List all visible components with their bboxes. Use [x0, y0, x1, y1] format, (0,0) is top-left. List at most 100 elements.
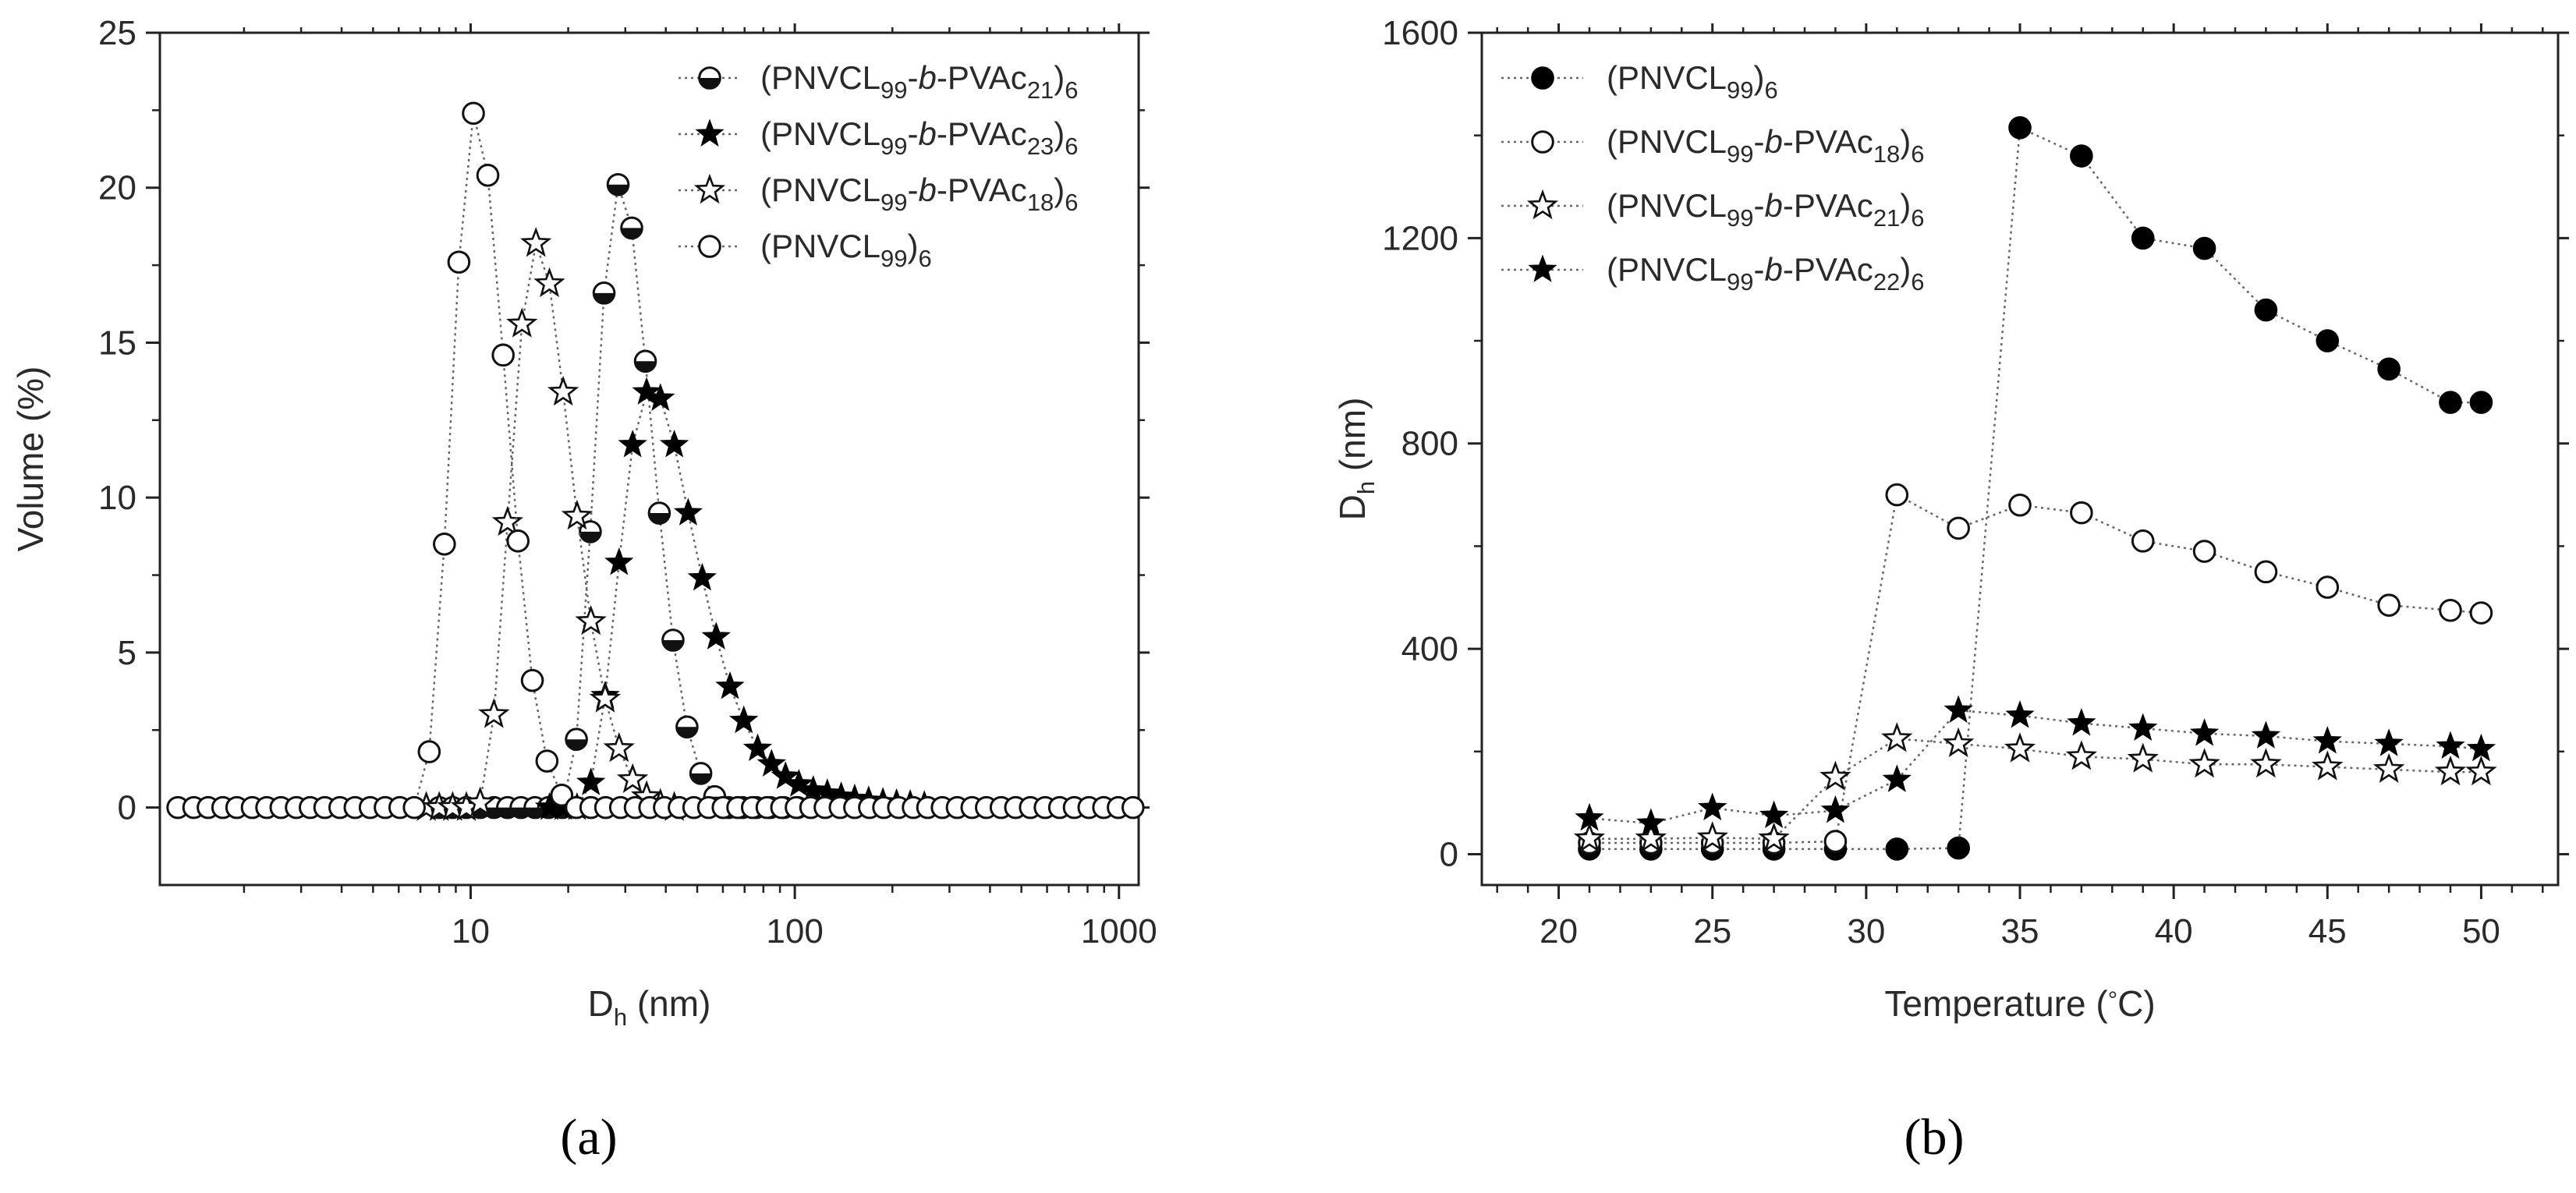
marker-open-star: [2188, 748, 2220, 778]
text-run: 99: [1727, 204, 1753, 232]
marker-filled-star: [742, 733, 773, 762]
marker-filled-star: [576, 767, 606, 795]
series-0: [1578, 116, 2493, 861]
series-line: [178, 113, 1133, 809]
x-tick-label: 30: [1847, 912, 1885, 951]
marker-open-star: [464, 786, 496, 816]
text-run: 6: [1911, 268, 1924, 296]
y-tick-label: 1600: [1382, 14, 1458, 52]
marker-filled-star: [1528, 254, 1557, 282]
marker-half-circle-fill: [621, 228, 643, 239]
marker-filled-star: [1759, 800, 1789, 829]
legend-entry: (PNVCL99-b-PVAc18)6: [1607, 123, 1925, 168]
chart-panel-0: 10 100 1000 0 5 10 15 20 25 Dh (nm) Volume (%) (PNV…: [10, 14, 1157, 1166]
text-run: 99: [1727, 268, 1753, 296]
text-run: b: [919, 115, 937, 152]
marker-filled-star: [618, 429, 647, 458]
text-run: 99: [881, 189, 907, 216]
text-run: 6: [919, 245, 932, 272]
marker-open-circle: [491, 343, 515, 367]
series-line: [426, 242, 675, 809]
marker-filled-star: [1698, 792, 1727, 821]
marker-open-star: [2004, 732, 2036, 763]
text-run: ): [1900, 123, 1911, 160]
marker-filled-circle: [1531, 66, 1554, 90]
x-tick-label: 45: [2308, 912, 2347, 951]
marker-open-circle: [550, 783, 574, 807]
text-run: -PVAc: [1783, 123, 1873, 160]
marker-open-star: [1819, 760, 1851, 791]
marker-open-star: [2372, 752, 2405, 784]
text-run: -: [908, 115, 919, 152]
text-run: 18: [1873, 140, 1900, 168]
x-axis-label: Temperature (°C): [1884, 983, 2155, 1024]
marker-filled-star: [2005, 700, 2035, 728]
marker-filled-star: [695, 119, 725, 147]
legend-entry: (PNVCL99-b-PVAc22)6: [1607, 251, 1925, 296]
series-2: [1573, 722, 2497, 852]
marker-open-circle: [447, 250, 471, 274]
marker-open-star: [2312, 750, 2344, 781]
marker-open-circle: [1947, 516, 1970, 540]
legend-entry: (PNVCL99-b-PVAc21)6: [760, 59, 1079, 104]
marker-open-star: [519, 227, 552, 257]
x-tick-label: 25: [1693, 912, 1731, 951]
text-run: (nm): [1332, 398, 1373, 481]
marker-half-circle-fill: [676, 727, 698, 738]
legend: (PNVCL99)6(PNVCL99-b-PVAc18)6(PNVCL99-b-…: [1501, 59, 1925, 296]
text-run: -PVAc: [937, 59, 1027, 96]
text-run: b: [1765, 187, 1783, 224]
series-3: [1575, 695, 2496, 836]
y-axis-label: Volume (%): [10, 366, 51, 552]
marker-half-circle-fill: [579, 531, 601, 543]
marker-filled-star: [2466, 733, 2496, 762]
legend: (PNVCL99-b-PVAc21)6(PNVCL99-b-PVAc23)6(P…: [679, 59, 1079, 272]
marker-open-circle: [2439, 598, 2462, 622]
text-run: (PNVCL: [1607, 59, 1727, 96]
x-axis-label: Dh (nm): [588, 983, 711, 1031]
text-run: b: [1765, 251, 1783, 288]
text-run: -: [908, 59, 919, 96]
marker-open-circle: [698, 235, 721, 258]
marker-half-circle-fill: [635, 361, 656, 372]
text-run: 21: [1027, 76, 1054, 104]
marker-filled-star: [2436, 731, 2465, 759]
marker-filled-circle: [2008, 116, 2032, 140]
legend-entry: (PNVCL99)6: [760, 228, 932, 272]
text-run: 21: [1873, 204, 1900, 232]
marker-open-star: [1573, 822, 1606, 852]
marker-open-star: [1758, 822, 1790, 852]
x-tick-label: 10: [452, 912, 490, 951]
text-run: 6: [1911, 140, 1924, 168]
marker-open-circle: [2192, 540, 2216, 563]
marker-filled-circle: [2070, 144, 2093, 168]
text-run: (PNVCL: [760, 115, 881, 152]
series-line: [1589, 126, 2482, 851]
text-run: 23: [1027, 133, 1054, 160]
text-run: -PVAc: [937, 172, 1027, 208]
marker-filled-star: [632, 377, 661, 405]
text-run: 6: [1765, 76, 1778, 104]
text-run: -: [1754, 187, 1765, 224]
marker-filled-star: [1882, 764, 1912, 792]
marker-filled-circle: [2131, 226, 2155, 250]
text-run: C): [2117, 983, 2156, 1024]
series-line: [1589, 493, 2482, 844]
series-line: [1589, 709, 2482, 825]
series-line: [1589, 738, 2482, 840]
text-run: (PNVCL: [1607, 251, 1727, 288]
text-run: b: [919, 172, 937, 208]
text-run: ): [1900, 187, 1911, 224]
y-tick-label: 400: [1401, 630, 1458, 668]
x-tick-label: 1000: [1081, 912, 1157, 951]
marker-filled-star: [2128, 713, 2158, 742]
marker-open-star: [1942, 727, 1975, 758]
marker-filled-star: [2067, 707, 2096, 736]
text-run: °: [2108, 986, 2117, 1014]
marker-filled-circle: [2377, 357, 2401, 381]
marker-open-star: [506, 307, 538, 338]
text-run: (PNVCL: [760, 172, 881, 208]
text-run: (PNVCL: [760, 59, 881, 96]
marker-open-star: [1526, 189, 1559, 220]
